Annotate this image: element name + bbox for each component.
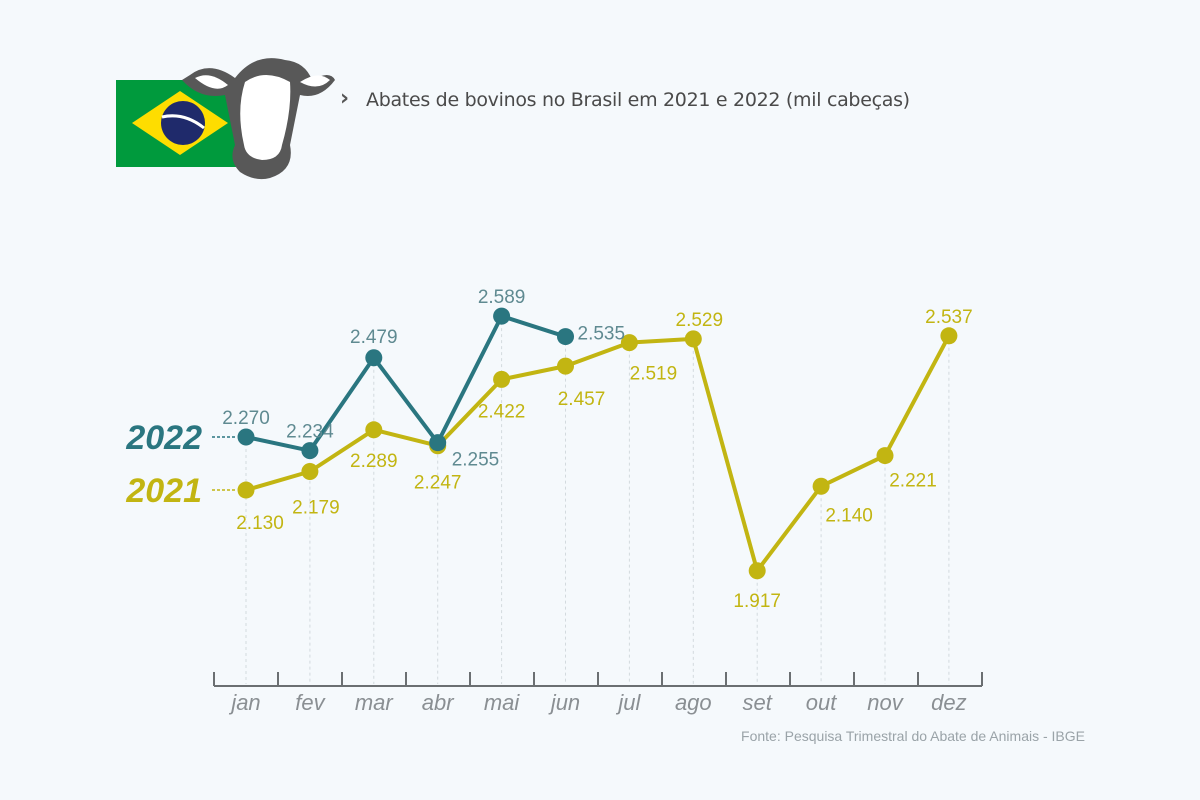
data-label-2021: 2.221 — [889, 471, 937, 492]
data-label-2021: 1.917 — [733, 591, 781, 612]
data-point-2021 — [940, 327, 958, 345]
data-point-2021 — [237, 481, 255, 499]
x-tick-label: jan — [228, 690, 260, 715]
data-label-2022: 2.589 — [478, 287, 526, 308]
data-point-2021 — [557, 357, 574, 375]
data-label-2021: 2.422 — [478, 401, 526, 422]
data-label-2021: 2.457 — [558, 389, 606, 410]
x-tick-label: ago — [675, 690, 712, 715]
data-label-2021: 2.130 — [236, 513, 284, 534]
data-point-2021 — [812, 477, 830, 495]
data-label-2022: 2.535 — [578, 324, 626, 345]
series-line-2021 — [245, 334, 951, 573]
data-point-2021 — [684, 330, 702, 348]
x-tick-label: jul — [615, 690, 641, 715]
data-point-2021 — [876, 447, 894, 465]
x-tick-label: set — [743, 690, 773, 715]
x-tick-label: fev — [295, 690, 326, 715]
header-graphic — [116, 58, 335, 180]
data-point-2022 — [557, 328, 574, 346]
data-label-2021: 2.179 — [292, 497, 340, 518]
data-label-2022: 2.270 — [222, 408, 270, 429]
chart-title: Abates de bovinos no Brasil em 2021 e 20… — [366, 89, 910, 111]
source-note: Fonte: Pesquisa Trimestral do Abate de A… — [741, 728, 1085, 744]
data-point-2021 — [365, 421, 383, 439]
data-point-2022 — [429, 434, 447, 452]
x-tick-label: nov — [867, 690, 904, 715]
data-label-2021: 2.247 — [414, 473, 462, 494]
data-point-2022 — [365, 349, 383, 367]
series-line-2022 — [245, 314, 567, 453]
data-label-2022: 2.479 — [350, 327, 398, 348]
data-label-2021: 2.519 — [630, 364, 678, 385]
data-point-2021 — [493, 370, 511, 388]
data-point-2021 — [301, 462, 319, 480]
data-point-2022 — [493, 307, 511, 325]
data-point-2021 — [748, 562, 766, 580]
x-tick-label: jun — [548, 690, 580, 715]
cow-head-icon — [182, 58, 335, 180]
data-label-2021: 2.529 — [676, 310, 724, 331]
x-tick-label: mar — [355, 690, 395, 715]
x-tick-label: dez — [931, 690, 966, 715]
data-label-2021: 2.140 — [825, 505, 873, 526]
data-label-2022: 2.255 — [452, 450, 500, 471]
data-point-2022 — [301, 442, 319, 460]
x-tick-label: out — [806, 690, 837, 715]
data-label-2021: 2.289 — [350, 451, 398, 472]
chevron-right-icon: › — [340, 86, 350, 111]
x-tick-label: mai — [484, 690, 521, 715]
legend-2021: 2021 — [125, 472, 202, 510]
x-tick-label: abr — [422, 690, 455, 715]
data-label-2021: 2.537 — [925, 307, 973, 328]
legend-2022: 2022 — [125, 419, 202, 457]
data-label-2022: 2.234 — [286, 422, 334, 443]
data-point-2022 — [237, 428, 255, 446]
data-point-2021 — [620, 334, 638, 352]
